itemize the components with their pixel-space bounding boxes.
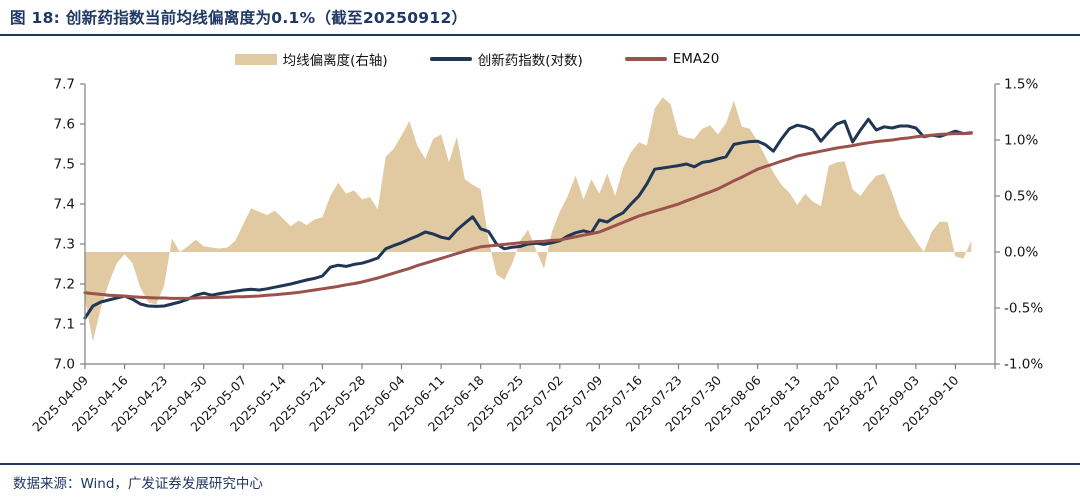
legend-label: 均线偏离度(右轴) xyxy=(282,53,388,69)
right-tick-label: -1.0% xyxy=(1004,357,1043,373)
legend-item-index: 创新药指数(对数) xyxy=(429,49,583,69)
legend-item-ema20: EMA20 xyxy=(624,51,720,67)
right-tick-label: 0.0% xyxy=(1004,245,1038,261)
right-tick-label: 1.5% xyxy=(1004,77,1038,93)
left-tick-label: 7.0 xyxy=(54,357,75,373)
left-tick-label: 7.6 xyxy=(54,117,75,133)
left-tick-label: 7.3 xyxy=(54,237,75,253)
chart-legend: 均线偏离度(右轴) 创新药指数(对数) EMA20 xyxy=(0,49,1017,69)
title-divider xyxy=(0,34,1080,36)
left-tick-label: 7.2 xyxy=(54,277,75,293)
left-tick-label: 7.4 xyxy=(54,197,75,213)
legend-label: EMA20 xyxy=(672,51,720,67)
right-tick-label: -0.5% xyxy=(1004,301,1043,317)
area-swatch xyxy=(234,53,277,65)
figure-title: 图 18: 创新药指数当前均线偏离度为0.1%（截至20250912） xyxy=(10,9,468,27)
ema20-line xyxy=(83,131,973,300)
index-line xyxy=(83,117,973,320)
deviation-area xyxy=(85,97,972,342)
line-swatch xyxy=(429,57,472,61)
left-tick-label: 7.5 xyxy=(54,157,75,173)
right-tick-label: 0.5% xyxy=(1004,189,1038,205)
legend-label: 创新药指数(对数) xyxy=(477,53,583,69)
legend-item-deviation: 均线偏离度(右轴) xyxy=(234,49,388,69)
left-tick-label: 7.7 xyxy=(54,77,75,93)
line-swatch xyxy=(624,57,667,61)
footer-divider xyxy=(0,463,1080,465)
data-source: 数据来源：Wind，广发证券发展研究中心 xyxy=(13,476,263,492)
right-tick-label: 1.0% xyxy=(1004,133,1038,149)
left-tick-label: 7.1 xyxy=(54,317,75,333)
